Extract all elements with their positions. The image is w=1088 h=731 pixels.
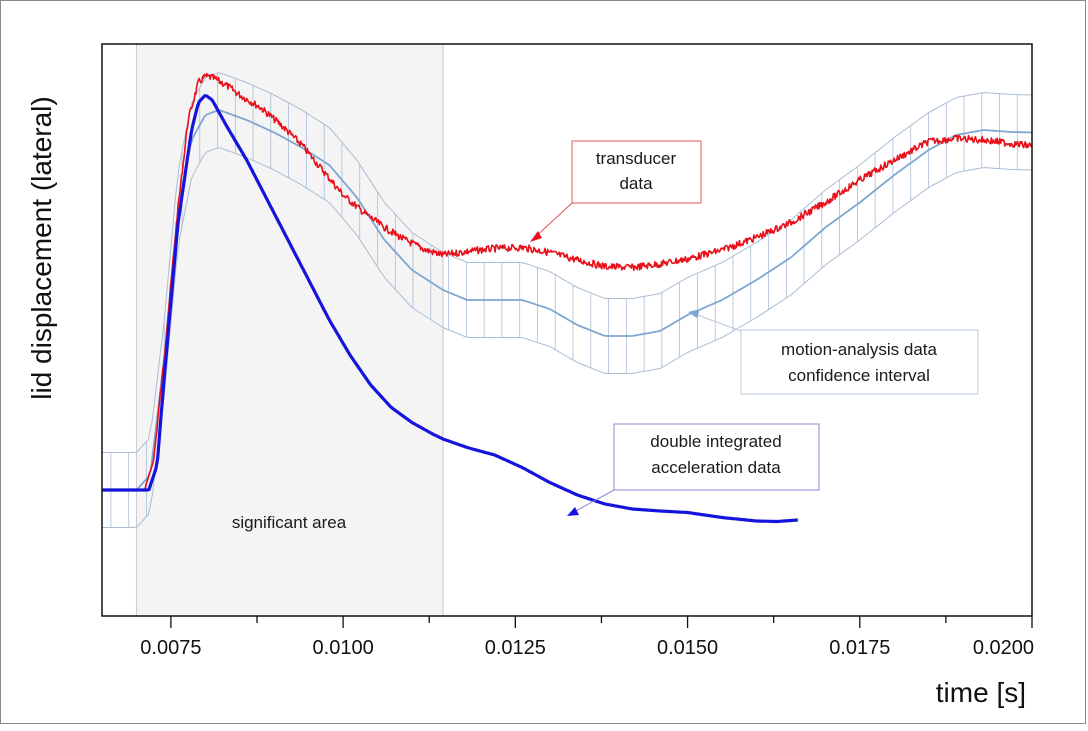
series-lines: [102, 72, 1032, 524]
transducer-annotation-line-2: data: [619, 174, 653, 193]
motion-annotation-leader: [691, 312, 742, 332]
ci-upper-bound: [102, 72, 1032, 453]
ci-lower-bound: [102, 147, 1032, 528]
acceleration-annotation-line-2: acceleration data: [651, 458, 781, 477]
acceleration-annotation-line-1: double integrated: [650, 432, 781, 451]
motion-annotation-box: [740, 329, 979, 395]
acceleration-annotation-leader: [571, 489, 615, 514]
motion-arrowhead: [688, 309, 700, 318]
x-tick-label: 0.0100: [313, 637, 374, 659]
significant-area-shade: [136, 44, 443, 616]
motion-annotation-line-2: confidence interval: [788, 366, 930, 385]
series-line-motion: [102, 109, 1032, 491]
x-axis-ticks: 0.0075 0.0100 0.0125 0.0150 0.0175 0.0200: [140, 616, 1034, 659]
x-tick-label: 0.0075: [140, 637, 201, 659]
transducer-annotation: transducer data: [530, 140, 702, 242]
x-axis-title: time [s]: [936, 677, 1026, 708]
transducer-annotation-line-1: transducer: [596, 149, 677, 168]
transducer-arrowhead: [530, 231, 542, 242]
acceleration-annotation: double integrated acceleration data: [567, 423, 820, 516]
x-tick-label: 0.0150: [657, 637, 718, 659]
motion-analysis-annotation: motion-analysis data confidence interval: [688, 309, 979, 395]
acceleration-arrowhead: [567, 507, 579, 516]
motion-annotation-line-1: motion-analysis data: [781, 340, 937, 359]
series-line-transducer: [102, 72, 1032, 492]
plot-area-border: [101, 43, 1033, 617]
x-tick-label: 0.0125: [485, 637, 546, 659]
significant-area-label: significant area: [232, 513, 347, 532]
transducer-annotation-box: [571, 140, 702, 204]
x-tick-label: 0.0200: [973, 637, 1034, 659]
series-line-acceleration: [102, 94, 798, 524]
acceleration-annotation-box: [613, 423, 820, 491]
y-axis-title: lid displacement (lateral): [26, 96, 57, 399]
x-tick-label: 0.0175: [829, 637, 890, 659]
